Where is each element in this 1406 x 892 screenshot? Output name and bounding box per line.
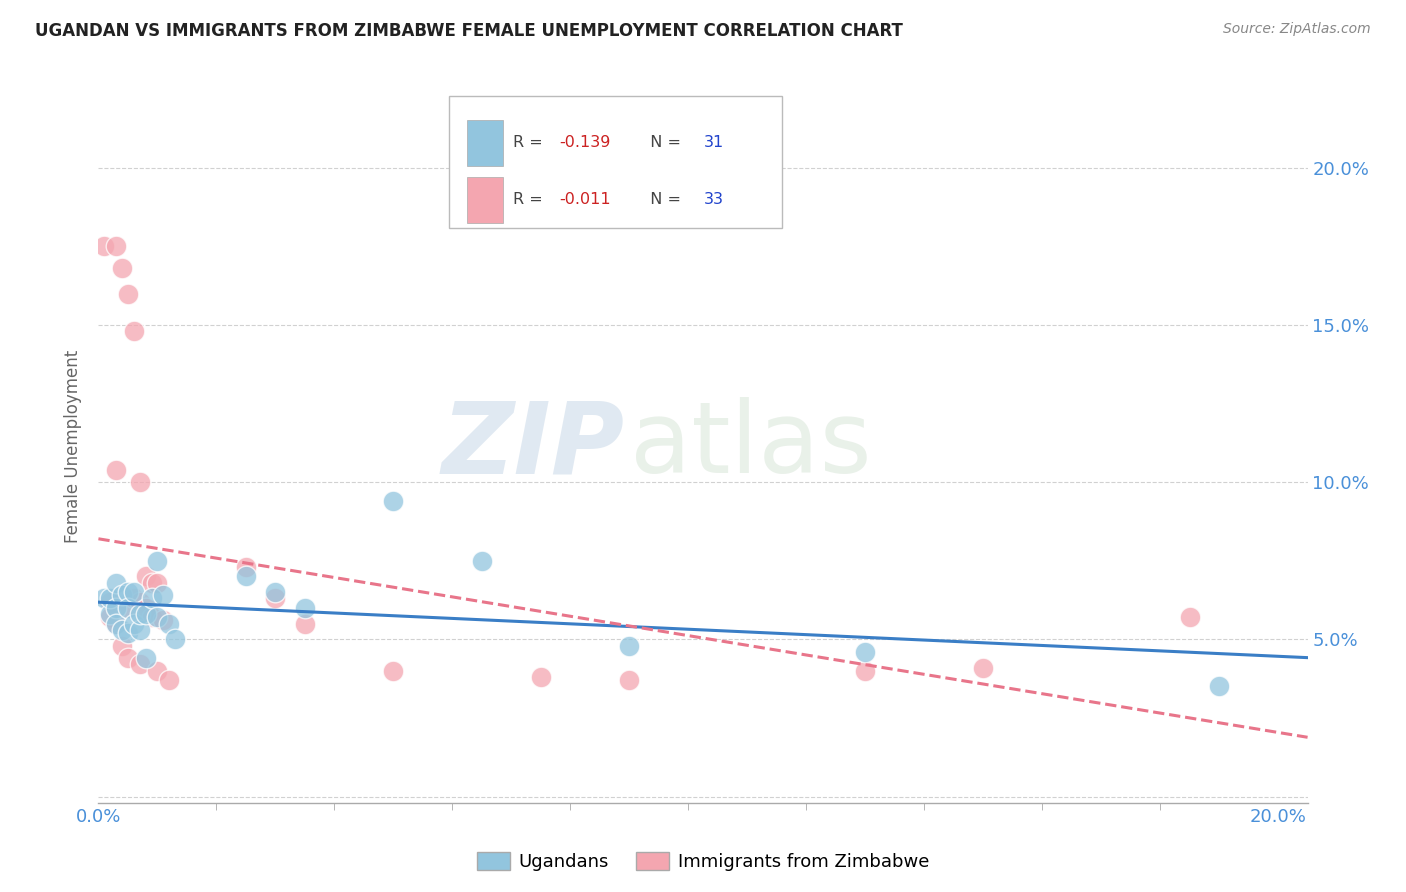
Text: -0.011: -0.011 — [560, 193, 610, 207]
Point — [146, 664, 169, 678]
Point — [117, 651, 139, 665]
Point — [853, 664, 876, 678]
Point — [619, 639, 641, 653]
Text: 31: 31 — [704, 136, 724, 150]
Point — [93, 239, 115, 253]
Point — [152, 614, 174, 628]
Point — [105, 616, 128, 631]
Point — [117, 600, 139, 615]
Point — [1178, 610, 1201, 624]
Point — [853, 645, 876, 659]
FancyBboxPatch shape — [467, 177, 503, 223]
Point — [294, 616, 316, 631]
Point — [128, 607, 150, 622]
Text: 33: 33 — [704, 193, 724, 207]
Text: R =: R = — [513, 136, 548, 150]
Point — [117, 600, 139, 615]
Point — [122, 616, 145, 631]
Text: N =: N = — [640, 136, 686, 150]
Point — [146, 575, 169, 590]
Point — [141, 610, 163, 624]
Point — [135, 569, 157, 583]
Point — [135, 600, 157, 615]
Point — [111, 261, 134, 276]
Point — [1208, 680, 1230, 694]
Point — [128, 657, 150, 672]
Point — [111, 639, 134, 653]
Point — [382, 664, 405, 678]
Point — [98, 607, 121, 622]
Point — [135, 607, 157, 622]
Point — [152, 588, 174, 602]
Point — [122, 324, 145, 338]
Point — [146, 610, 169, 624]
Point — [264, 585, 287, 599]
Point — [105, 462, 128, 476]
Point — [294, 600, 316, 615]
Point — [128, 594, 150, 608]
Point — [105, 616, 128, 631]
Point — [141, 591, 163, 606]
Point — [98, 610, 121, 624]
Point — [117, 286, 139, 301]
Point — [128, 475, 150, 490]
Point — [117, 585, 139, 599]
Point — [135, 651, 157, 665]
Text: -0.139: -0.139 — [560, 136, 610, 150]
Point — [122, 585, 145, 599]
Point — [93, 591, 115, 606]
Text: ZIP: ZIP — [441, 398, 624, 494]
Point — [146, 554, 169, 568]
Text: atlas: atlas — [630, 398, 872, 494]
Point — [141, 575, 163, 590]
FancyBboxPatch shape — [449, 96, 782, 228]
Text: N =: N = — [640, 193, 686, 207]
Point — [117, 626, 139, 640]
Point — [972, 660, 994, 674]
Point — [471, 554, 494, 568]
Point — [157, 616, 180, 631]
Point — [530, 670, 553, 684]
Legend: Ugandans, Immigrants from Zimbabwe: Ugandans, Immigrants from Zimbabwe — [470, 845, 936, 879]
Point — [111, 623, 134, 637]
FancyBboxPatch shape — [467, 120, 503, 166]
Point — [105, 575, 128, 590]
Point — [264, 591, 287, 606]
Point — [98, 591, 121, 606]
Point — [111, 588, 134, 602]
Point — [235, 569, 257, 583]
Point — [105, 600, 128, 615]
Point — [165, 632, 187, 647]
Point — [382, 494, 405, 508]
Text: UGANDAN VS IMMIGRANTS FROM ZIMBABWE FEMALE UNEMPLOYMENT CORRELATION CHART: UGANDAN VS IMMIGRANTS FROM ZIMBABWE FEMA… — [35, 22, 903, 40]
Point — [128, 623, 150, 637]
Text: Source: ZipAtlas.com: Source: ZipAtlas.com — [1223, 22, 1371, 37]
Point — [98, 594, 121, 608]
Y-axis label: Female Unemployment: Female Unemployment — [65, 350, 83, 542]
Point — [235, 560, 257, 574]
Point — [122, 591, 145, 606]
Point — [105, 239, 128, 253]
Text: R =: R = — [513, 193, 548, 207]
Point — [619, 673, 641, 688]
Point — [157, 673, 180, 688]
